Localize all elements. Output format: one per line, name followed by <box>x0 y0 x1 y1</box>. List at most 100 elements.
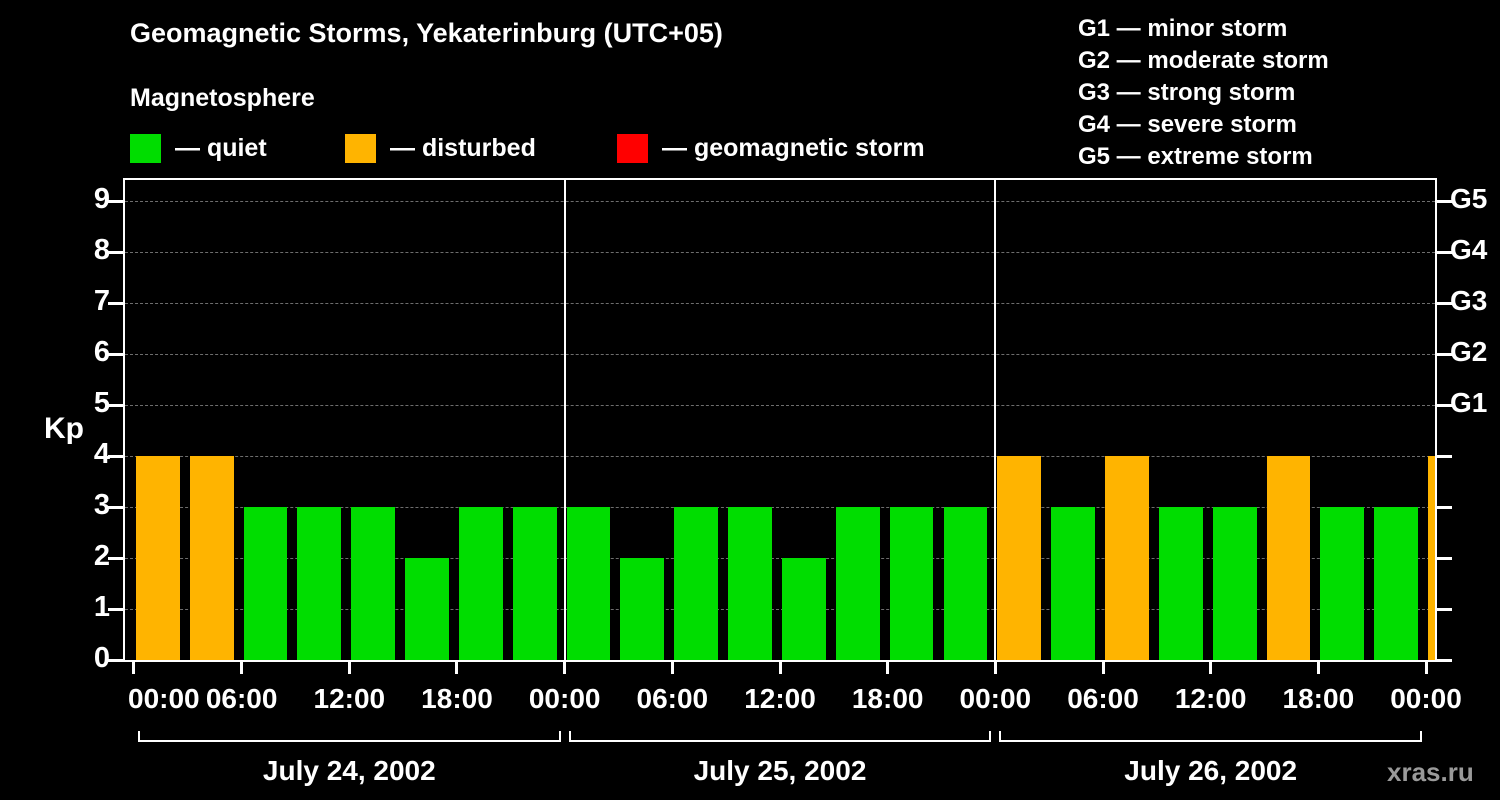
x-tick <box>886 662 890 674</box>
y-tick-label: 9 <box>93 183 110 215</box>
right-axis-label-g5: G5 <box>1450 183 1488 214</box>
kp-bar <box>1051 507 1095 660</box>
y-tick <box>108 200 123 203</box>
x-tick-label: 18:00 <box>851 683 924 714</box>
kp-bar <box>135 456 180 660</box>
y-tick-right <box>1437 608 1452 611</box>
date-label: July 24, 2002 <box>262 755 436 786</box>
x-tick <box>240 662 244 674</box>
legend-item-storm: — geomagnetic storm <box>617 131 925 165</box>
x-tick <box>778 662 782 674</box>
watermark: xras.ru <box>1387 757 1474 787</box>
y-tick-label: 1 <box>93 591 110 623</box>
kp-bar <box>458 507 503 660</box>
date-label: July 26, 2002 <box>1124 755 1298 786</box>
y-tick-label: 5 <box>93 387 110 419</box>
storm-scale-item-g4: G4 — severe storm <box>1078 111 1297 138</box>
kp-bar <box>1266 456 1311 660</box>
legend-item-quiet: — quiet <box>130 131 267 165</box>
storm-scale-item-g2: G2 — moderate storm <box>1078 47 1329 74</box>
gridline-kp-6 <box>125 354 1435 355</box>
y-tick <box>108 251 123 254</box>
day-bracket-end <box>558 731 561 742</box>
y-tick-label: 3 <box>93 489 110 521</box>
y-tick-right <box>1437 200 1452 203</box>
y-tick-label: 6 <box>93 336 110 368</box>
y-tick <box>108 302 123 305</box>
gridline-kp-8 <box>125 252 1435 253</box>
y-tick-right <box>1437 302 1452 305</box>
x-tick-label: 18:00 <box>1282 683 1355 714</box>
legend-item-disturbed: — disturbed <box>345 131 536 165</box>
x-tick-label: 06:00 <box>205 683 278 714</box>
y-tick <box>108 557 123 560</box>
day-bracket-end <box>999 731 1002 742</box>
y-tick-right <box>1437 251 1452 254</box>
kp-bar <box>674 507 719 660</box>
storm-scale-item-g5: G5 — extreme storm <box>1078 143 1313 170</box>
gridline-kp-5 <box>125 405 1435 406</box>
y-tick-label: 4 <box>93 438 110 470</box>
y-tick-label: 8 <box>93 234 110 266</box>
x-tick <box>1209 662 1213 674</box>
kp-bar <box>189 456 234 660</box>
x-tick <box>563 662 567 674</box>
legend-label-disturbed: — disturbed <box>390 133 536 162</box>
right-axis-label-g1: G1 <box>1450 387 1488 418</box>
kp-bar <box>1374 507 1419 660</box>
y-tick-label: 0 <box>93 642 110 674</box>
kp-bar <box>1105 456 1149 660</box>
x-tick-label: 12:00 <box>313 683 386 714</box>
day-bracket <box>999 740 1422 742</box>
date-label: July 25, 2002 <box>693 755 867 786</box>
y-tick-label: 2 <box>93 540 110 572</box>
day-bracket-end <box>1420 731 1423 742</box>
x-tick-label: 00:00 <box>959 683 1032 714</box>
storm-scale-legend: G1 — minor storm G2 — moderate storm G3 — … <box>1078 13 1329 173</box>
y-tick-right <box>1437 353 1452 356</box>
x-tick <box>455 662 459 674</box>
day-bracket-end <box>137 731 140 742</box>
chart-title: Geomagnetic Storms, Yekaterinburg (UTC+0… <box>130 18 723 48</box>
day-bracket-end <box>989 731 992 742</box>
x-tick <box>347 662 351 674</box>
kp-bar <box>512 507 557 660</box>
x-tick-label: 06:00 <box>1067 683 1139 714</box>
x-tick <box>1101 662 1105 674</box>
x-tick-label: 06:00 <box>636 683 709 714</box>
right-axis-label-g4: G4 <box>1450 234 1488 265</box>
day-bracket <box>137 740 561 742</box>
x-tick-label: 00:00 <box>128 683 200 714</box>
kp-bar <box>351 507 396 660</box>
y-tick-right <box>1437 506 1452 509</box>
x-tick <box>670 662 674 674</box>
x-tick-label: 12:00 <box>1174 683 1247 714</box>
legend-label-storm: — geomagnetic storm <box>662 133 925 162</box>
gridline-kp-3 <box>125 507 1435 508</box>
y-tick <box>108 455 123 458</box>
y-tick-right <box>1437 659 1452 662</box>
x-tick <box>993 662 997 674</box>
disturbed-color-swatch <box>345 133 376 163</box>
day-separator <box>563 180 566 660</box>
y-tick-right <box>1437 455 1452 458</box>
day-bracket <box>568 740 992 742</box>
kp-bar <box>782 558 826 660</box>
kp-bar <box>1212 507 1257 660</box>
kp-bar <box>1428 456 1435 660</box>
y-tick <box>108 659 123 662</box>
kp-bar <box>728 507 772 660</box>
y-tick <box>108 608 123 611</box>
x-tick-label: 18:00 <box>421 683 493 714</box>
x-tick <box>1316 662 1320 674</box>
gridline-kp-9 <box>125 201 1435 202</box>
y-tick-right <box>1437 404 1452 407</box>
gridline-kp-1 <box>125 609 1435 610</box>
y-tick <box>108 353 123 356</box>
gridline-kp-2 <box>125 558 1435 559</box>
day-separator <box>994 180 997 660</box>
storm-color-swatch <box>617 133 648 163</box>
x-tick <box>1424 662 1428 674</box>
y-tick <box>108 506 123 509</box>
y-tick-label: 7 <box>93 285 110 317</box>
